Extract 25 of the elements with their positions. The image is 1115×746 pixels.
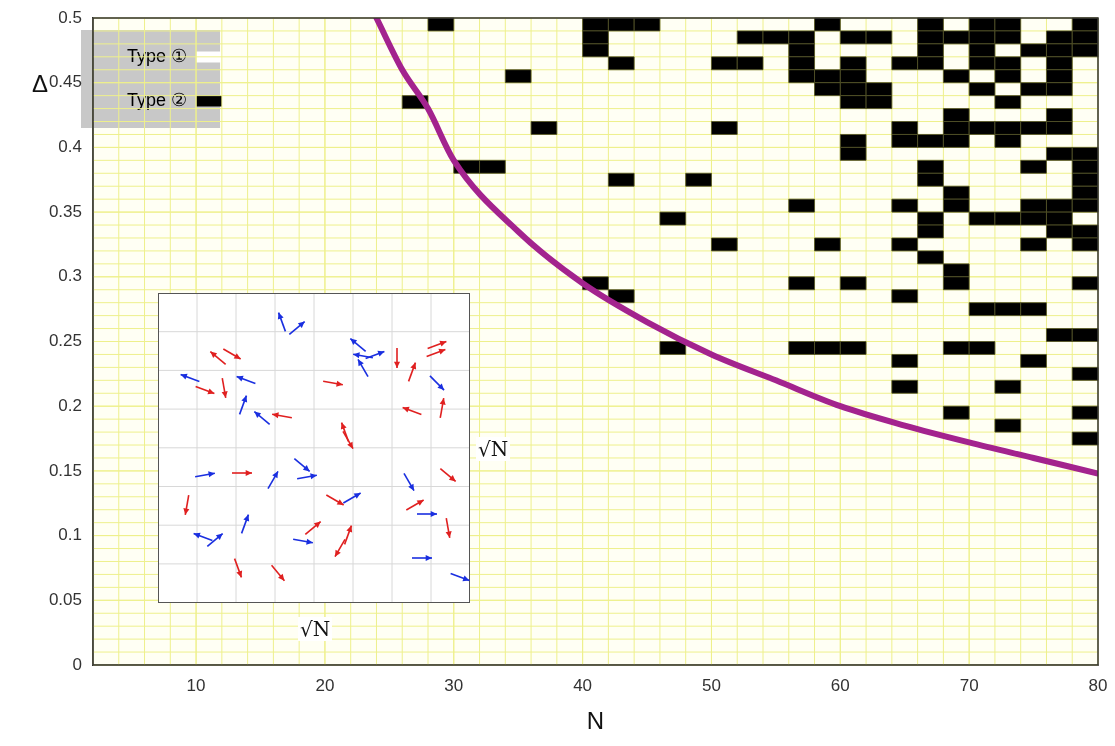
x-tick-label: 80 [1088, 675, 1108, 695]
y-tick-label: 0.05 [48, 589, 82, 609]
y-tick-label: 0.2 [58, 395, 82, 415]
y-axis-title: Δ [31, 69, 49, 97]
annotation: √N [298, 617, 333, 641]
legend-label: Type ① [126, 45, 188, 66]
y-tick-label: 0.4 [58, 137, 82, 157]
y-tick-label: 0 [72, 654, 82, 674]
y-tick-label: 0.35 [48, 201, 82, 221]
x-tick-label: 10 [186, 675, 206, 695]
legend-label: Type ② [126, 89, 188, 110]
y-tick-label: 0.5 [58, 7, 82, 27]
x-tick-label: 60 [830, 675, 850, 695]
y-tick-label: 0.25 [48, 331, 82, 351]
x-tick-label: 30 [444, 675, 464, 695]
x-tick-label: 50 [702, 675, 721, 695]
y-tick-label: 0.3 [58, 266, 82, 286]
x-tick-label: 20 [315, 675, 335, 695]
x-tick-label: 70 [959, 675, 979, 695]
x-axis-title: N [586, 706, 605, 734]
annotation: √N [476, 437, 511, 461]
x-tick-label: 40 [573, 675, 593, 695]
y-tick-label: 0.1 [58, 525, 82, 545]
y-tick-label: 0.15 [48, 460, 82, 480]
y-tick-label: 0.45 [48, 72, 82, 92]
